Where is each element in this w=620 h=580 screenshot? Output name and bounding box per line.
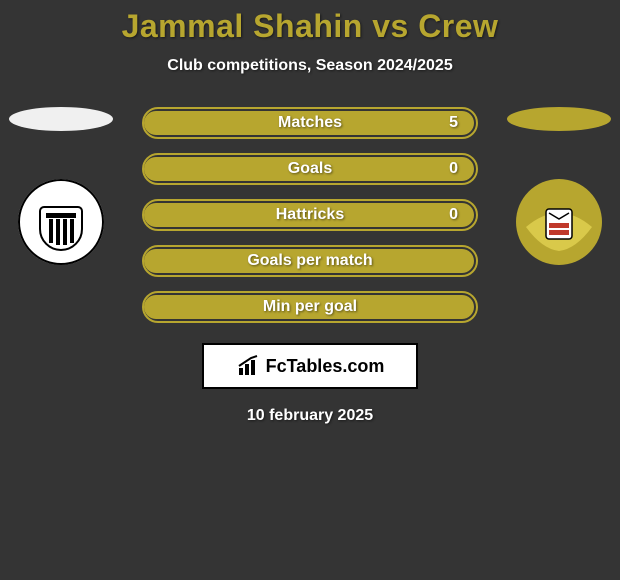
stat-value-right: 0 bbox=[449, 206, 458, 224]
page-subtitle: Club competitions, Season 2024/2025 bbox=[0, 57, 620, 75]
stat-bar: Min per goal bbox=[142, 291, 478, 323]
page-title: Jammal Shahin vs Crew bbox=[0, 8, 620, 45]
club-crest-icon bbox=[516, 179, 602, 265]
stat-label: Hattricks bbox=[276, 206, 344, 224]
brand-text: FcTables.com bbox=[266, 356, 385, 377]
stat-bar: Goals 0 bbox=[142, 153, 478, 185]
stat-value-right: 0 bbox=[449, 160, 458, 178]
main-row: Matches 5 Goals 0 Hattricks 0 Goals per match M… bbox=[0, 107, 620, 323]
stat-label: Goals bbox=[288, 160, 332, 178]
left-column bbox=[6, 107, 116, 265]
stat-label: Min per goal bbox=[263, 298, 357, 316]
left-indicator-ellipse bbox=[9, 107, 113, 131]
stat-bar: Goals per match bbox=[142, 245, 478, 277]
stats-column: Matches 5 Goals 0 Hattricks 0 Goals per match M… bbox=[130, 107, 490, 323]
right-indicator-ellipse bbox=[507, 107, 611, 131]
stat-value-right: 5 bbox=[449, 114, 458, 132]
stat-bar: Matches 5 bbox=[142, 107, 478, 139]
footer-date: 10 february 2025 bbox=[0, 407, 620, 425]
stat-label: Goals per match bbox=[247, 252, 372, 270]
stat-label: Matches bbox=[278, 114, 342, 132]
brand-plate: FcTables.com bbox=[202, 343, 418, 389]
club-crest-icon bbox=[18, 179, 104, 265]
left-club-badge bbox=[18, 179, 104, 265]
chart-icon bbox=[236, 354, 260, 378]
stat-bar: Hattricks 0 bbox=[142, 199, 478, 231]
infographic-root: Jammal Shahin vs Crew Club competitions,… bbox=[0, 0, 620, 425]
right-club-badge bbox=[516, 179, 602, 265]
right-column bbox=[504, 107, 614, 265]
